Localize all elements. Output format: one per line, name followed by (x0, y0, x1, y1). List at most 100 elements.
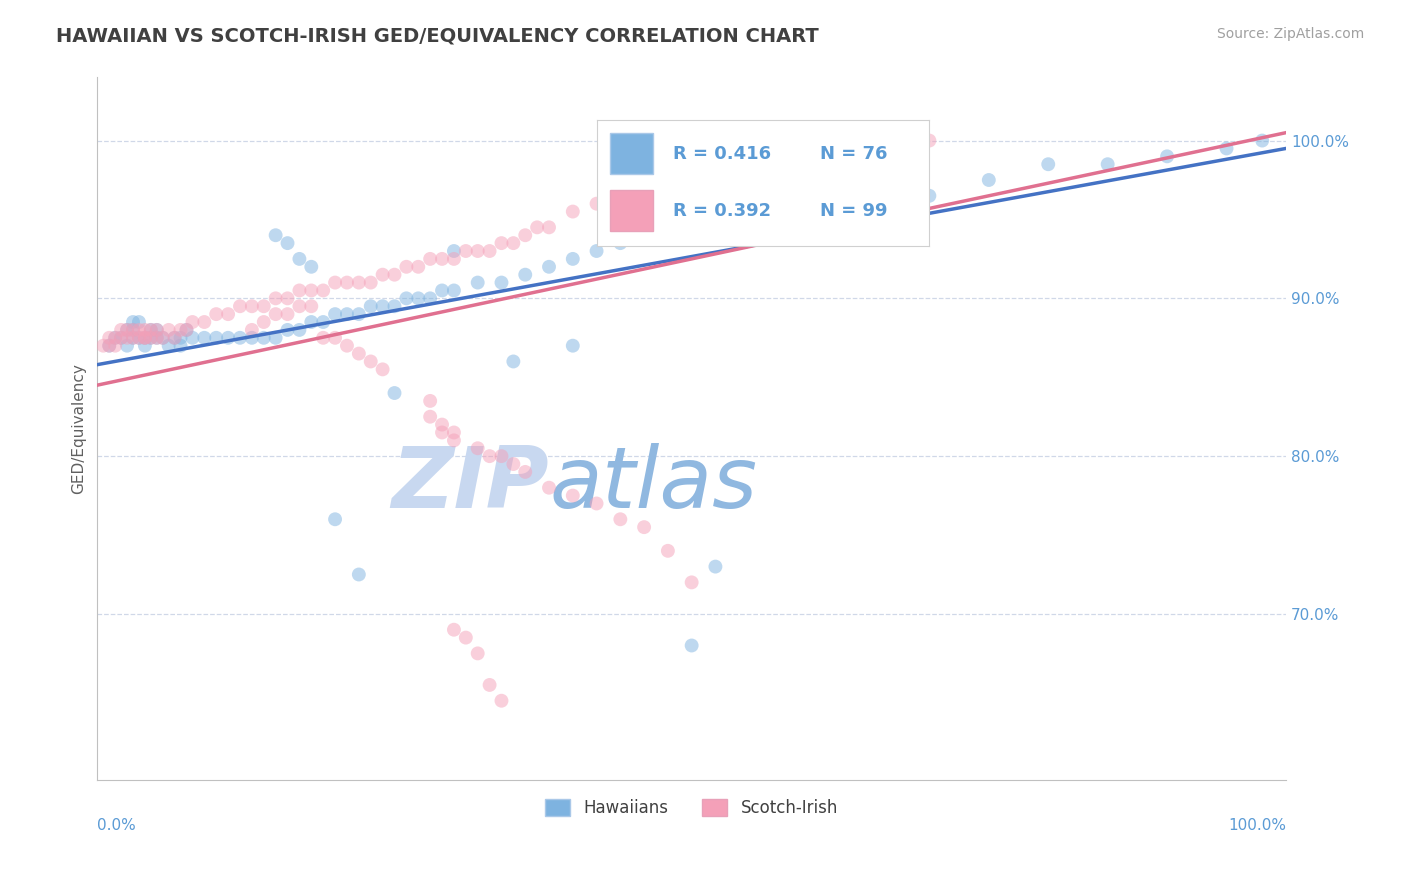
Point (98, 331, 121, 345)
Point (277, 307, 299, 321)
Point (633, 228, 655, 243)
Point (502, 236, 524, 251)
Point (323, 307, 346, 321)
Point (169, 323, 191, 337)
Point (229, 331, 252, 345)
Point (110, 331, 132, 345)
Point (240, 299, 263, 313)
Point (918, 134, 941, 148)
Point (419, 291, 441, 305)
Point (347, 276, 370, 290)
Point (157, 323, 180, 337)
Point (347, 346, 370, 360)
Point (163, 331, 186, 345)
Point (443, 434, 465, 448)
Point (299, 284, 322, 298)
Point (169, 331, 191, 345)
Point (323, 331, 346, 345)
Point (163, 331, 186, 345)
Point (419, 409, 441, 424)
Point (502, 457, 524, 471)
Point (740, 212, 762, 227)
Point (561, 252, 583, 266)
Point (122, 331, 145, 345)
Point (395, 291, 418, 305)
Point (443, 244, 465, 258)
Point (312, 284, 335, 298)
Point (467, 442, 489, 456)
Point (152, 331, 174, 345)
Point (288, 299, 311, 313)
Point (633, 520, 655, 534)
Point (253, 299, 276, 313)
Point (561, 489, 583, 503)
Point (128, 331, 150, 345)
Point (288, 323, 311, 337)
Point (859, 196, 882, 211)
Point (139, 323, 162, 337)
Point (157, 339, 180, 353)
Point (264, 307, 287, 321)
Point (491, 449, 513, 463)
Point (681, 639, 703, 653)
Point (146, 331, 169, 345)
Point (454, 244, 477, 258)
Point (139, 331, 162, 345)
Point (128, 315, 150, 329)
Point (681, 575, 703, 590)
Point (134, 331, 156, 345)
Legend: Hawaiians, Scotch-Irish: Hawaiians, Scotch-Irish (538, 792, 845, 824)
Point (110, 331, 132, 345)
Point (336, 307, 359, 321)
Point (253, 315, 276, 329)
Point (467, 276, 489, 290)
Point (176, 323, 198, 337)
Point (491, 236, 513, 251)
Point (336, 339, 359, 353)
Point (443, 284, 465, 298)
Point (288, 252, 311, 266)
Point (454, 631, 477, 645)
Point (217, 331, 239, 345)
Point (360, 299, 382, 313)
Point (419, 393, 441, 408)
Point (609, 236, 631, 251)
Point (657, 544, 679, 558)
Point (104, 331, 127, 345)
Point (681, 173, 703, 187)
Point (681, 220, 703, 235)
Point (360, 276, 382, 290)
Point (406, 260, 429, 274)
Point (384, 386, 406, 401)
Point (122, 323, 145, 337)
Point (122, 331, 145, 345)
Point (312, 331, 335, 345)
Point (146, 323, 169, 337)
Point (443, 425, 465, 440)
Point (537, 220, 560, 235)
Point (128, 323, 150, 337)
Point (430, 252, 453, 266)
Point (115, 331, 138, 345)
Point (134, 323, 156, 337)
Point (229, 299, 252, 313)
Point (561, 339, 583, 353)
Point (561, 204, 583, 219)
Point (430, 284, 453, 298)
Point (128, 331, 150, 345)
Point (336, 276, 359, 290)
Text: ZIP: ZIP (391, 443, 548, 526)
Point (467, 646, 489, 660)
Point (491, 694, 513, 708)
Text: atlas: atlas (548, 443, 756, 526)
Point (977, 173, 1000, 187)
Text: HAWAIIAN VS SCOTCH-IRISH GED/EQUIVALENCY CORRELATION CHART: HAWAIIAN VS SCOTCH-IRISH GED/EQUIVALENCY… (56, 27, 818, 45)
Point (467, 244, 489, 258)
Point (502, 354, 524, 368)
Point (264, 331, 287, 345)
Point (740, 157, 762, 171)
Point (419, 252, 441, 266)
Point (537, 481, 560, 495)
Point (537, 260, 560, 274)
Point (169, 339, 191, 353)
